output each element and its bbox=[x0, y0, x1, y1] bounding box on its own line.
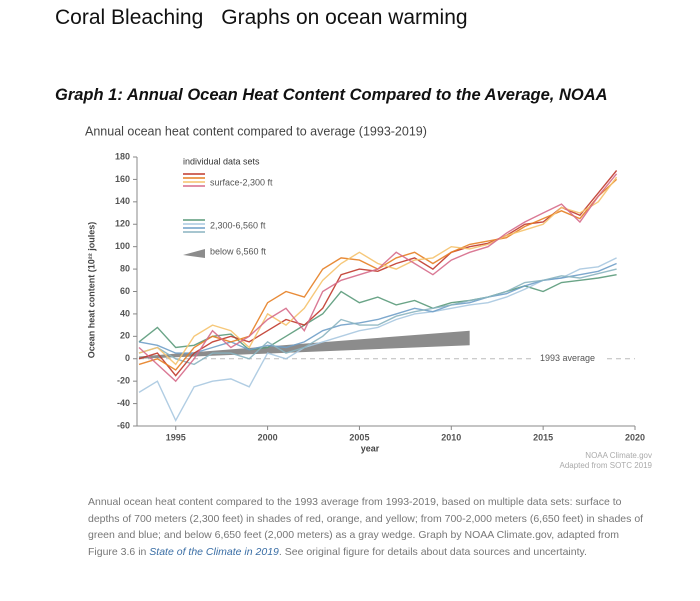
legend-swatch bbox=[183, 249, 205, 258]
legend-label: 2,300-6,560 ft bbox=[210, 220, 266, 230]
y-axis-label: Ocean heat content (10²² joules) bbox=[86, 222, 96, 359]
data-line bbox=[138, 268, 617, 366]
y-tick-label: 60 bbox=[120, 286, 130, 296]
caption-text: . See original figure for details about … bbox=[278, 545, 587, 558]
chart: Annual ocean heat content compared to av… bbox=[85, 124, 653, 470]
caption-link: State of the Climate in 2019 bbox=[149, 545, 279, 558]
x-tick-label: 2010 bbox=[441, 432, 461, 442]
x-tick-label: 1995 bbox=[166, 432, 186, 442]
y-tick-label: 160 bbox=[115, 174, 130, 184]
x-axis-label: year bbox=[361, 443, 380, 453]
header-subtitle: Graphs on ocean warming bbox=[221, 6, 468, 29]
y-tick-label: -20 bbox=[117, 376, 130, 386]
x-tick-label: 2020 bbox=[625, 432, 645, 442]
legend-label: below 6,560 ft bbox=[210, 246, 267, 256]
x-tick-label: 2005 bbox=[349, 432, 369, 442]
data-line bbox=[138, 173, 618, 383]
baseline-label: 1993 average bbox=[540, 353, 595, 363]
y-tick-label: 120 bbox=[115, 219, 130, 229]
y-tick-label: 80 bbox=[120, 263, 130, 273]
y-tick-label: 100 bbox=[115, 241, 130, 251]
y-tick-label: -40 bbox=[117, 398, 130, 408]
y-tick-label: 140 bbox=[115, 196, 130, 206]
wedge bbox=[139, 330, 470, 359]
header: Coral Bleaching Graphs on ocean warming bbox=[55, 6, 468, 30]
header-title: Coral Bleaching bbox=[55, 6, 204, 29]
data-line bbox=[138, 170, 618, 377]
y-tick-label: -60 bbox=[117, 420, 130, 430]
x-tick-label: 2000 bbox=[258, 432, 278, 442]
chart-title: Annual ocean heat content compared to av… bbox=[85, 124, 427, 138]
graph-title: Graph 1: Annual Ocean Heat Content Compa… bbox=[55, 86, 608, 104]
data-line bbox=[138, 262, 617, 354]
y-tick-label: 40 bbox=[120, 308, 130, 318]
y-tick-label: 0 bbox=[125, 353, 130, 363]
baseline-label-bg bbox=[535, 352, 605, 365]
data-line bbox=[138, 176, 618, 366]
y-tick-label: 180 bbox=[115, 151, 130, 161]
legend-title: individual data sets bbox=[183, 156, 260, 166]
source: Adapted from SOTC 2019 bbox=[560, 461, 653, 470]
legend-label: surface-2,300 ft bbox=[210, 177, 273, 187]
caption: Annual ocean heat content compared to th… bbox=[88, 494, 648, 560]
data-line bbox=[138, 257, 617, 422]
caption-text: Annual ocean heat content compared to th… bbox=[88, 496, 644, 558]
x-tick-label: 2015 bbox=[533, 432, 553, 442]
source: NOAA Climate.gov bbox=[585, 451, 652, 460]
y-tick-label: 20 bbox=[120, 331, 130, 341]
